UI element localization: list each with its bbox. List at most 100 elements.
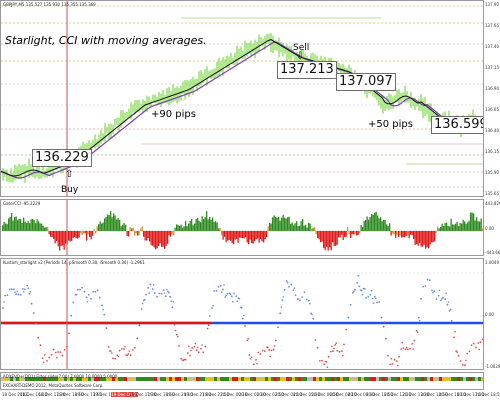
cci-histogram-bar	[284, 217, 286, 231]
cci-histogram-bar	[183, 226, 185, 231]
starlight-scale[interactable]: 1.0049 0.00 -1.0029	[484, 258, 500, 370]
cci-histogram-bar	[380, 217, 382, 231]
starlight-dot	[448, 309, 451, 312]
adx-filter-cell	[31, 377, 34, 381]
starlight-dot	[481, 338, 483, 341]
cci-histogram-bar	[405, 231, 407, 237]
cci-histogram-bar	[324, 231, 326, 251]
cci-histogram-bar	[170, 231, 172, 237]
adx-filter-cell	[304, 377, 307, 381]
adx-filter-cell	[19, 377, 22, 381]
adx-filter-pane[interactable]: ADXEVO+(DQ1) Filter slide(7.00) 7.0000 1…	[0, 372, 484, 390]
cci-histogram-bar	[261, 231, 263, 242]
adx-filter-cell	[67, 377, 70, 381]
cci-histogram-bar	[480, 218, 482, 231]
starlight-dot	[277, 326, 279, 329]
starlight-dot	[111, 352, 113, 354]
starlight-dot	[29, 290, 32, 293]
price-scale[interactable]: 137.90 137.65 137.40 137.15 136.90 136.65 136.…	[484, 0, 500, 197]
cci-histogram-bar	[104, 218, 106, 231]
cci-histogram-bar	[155, 231, 157, 250]
cci-histogram-bar	[348, 231, 350, 234]
starlight-dot	[195, 349, 198, 352]
starlight-dot	[283, 288, 286, 291]
starlight-dot	[164, 295, 167, 298]
cci-histogram-bar	[87, 231, 89, 235]
adx-filter-cell	[139, 377, 142, 381]
cci-histogram-bar	[372, 214, 374, 231]
starlight-dot	[453, 336, 455, 339]
starlight-canvas	[1, 259, 483, 369]
time-tick-label: 19 Dec 16:10	[93, 392, 120, 397]
adx-filter-cell	[364, 377, 367, 381]
cci-histogram-bar	[32, 218, 34, 231]
starlight-dot	[200, 347, 202, 350]
cci-histogram-bar	[147, 231, 149, 239]
cci-histogram-bar	[303, 225, 305, 231]
starlight-dot	[236, 300, 238, 303]
buy-signal-label: Buy	[61, 185, 79, 195]
starlight-dot	[389, 363, 392, 366]
starlight-dot	[256, 362, 258, 365]
cci-histogram-bar	[113, 213, 115, 231]
adx-filter-cell	[313, 377, 316, 381]
time-tick-label: 20 Dec 10:50	[366, 392, 393, 397]
starlight-dot	[375, 297, 377, 300]
cci-histogram-bar	[203, 218, 205, 231]
cci-histogram-bar	[35, 223, 37, 231]
cci-histogram-bar	[185, 220, 187, 231]
starlight-dot	[281, 299, 284, 302]
starlight-dot	[128, 350, 131, 352]
cci-histogram-bar	[401, 231, 403, 238]
cci-histogram-bar	[341, 231, 343, 235]
cci-histogram-pane[interactable]: GatorCCI -95.2229	[0, 199, 484, 256]
starlight-dot	[367, 296, 370, 298]
cci-histogram-bar	[318, 231, 320, 240]
time-axis[interactable]: 18 Dec 2012 18 Dec 16:10 18 Dec 17:30 18 De…	[0, 390, 500, 400]
starlight-dot	[219, 284, 222, 287]
adx-filter-cell	[409, 377, 412, 381]
adx-filter-cell	[94, 377, 97, 381]
adx-filter-cell	[46, 377, 49, 381]
starlight-dot	[269, 355, 272, 358]
starlight-dot	[129, 354, 132, 357]
starlight-dot	[201, 344, 203, 346]
starlight-dot	[54, 351, 57, 354]
cci-histogram-bar	[389, 223, 391, 231]
starlight-dot	[354, 289, 356, 291]
starlight-dot	[282, 296, 285, 298]
cci-histogram-bar	[257, 231, 259, 239]
cci-histogram-bar	[375, 211, 377, 231]
adx-filter-cell	[172, 377, 175, 381]
starlight-indicator-pane[interactable]: Kustom_starlight v2 (Periods 14, pSmooth…	[0, 258, 484, 370]
starlight-dot	[323, 363, 326, 366]
cci-histogram-bar	[365, 219, 367, 231]
adx-filter-cell	[235, 377, 238, 381]
starlight-dot	[79, 288, 81, 291]
adx-filter-cell	[100, 377, 103, 381]
cci-scale[interactable]: 443.8293 0.00 -443.6620	[484, 199, 500, 256]
cci-histogram-bar	[138, 231, 140, 236]
price-chart-pane[interactable]: GBPJPY,M5 135.527 135.930 135.355 135.36…	[0, 0, 484, 197]
cci-histogram-bar	[39, 223, 41, 231]
starlight-dot	[465, 359, 467, 362]
cci-histogram-bar	[278, 216, 280, 231]
adx-filter-cell	[88, 377, 91, 381]
cci-histogram-bar	[198, 220, 200, 231]
cci-histogram-bar	[21, 222, 23, 231]
starlight-dot	[428, 279, 431, 282]
cci-histogram-bar	[264, 231, 266, 240]
cci-histogram-bar	[393, 231, 395, 235]
cci-histogram-bar	[224, 231, 226, 237]
starlight-dot	[35, 322, 37, 325]
cci-histogram-bar	[135, 231, 137, 234]
gain-label-2: +50 pips	[368, 119, 413, 130]
adx-filter-cell	[1, 377, 4, 381]
cci-histogram-bar	[96, 226, 98, 231]
adx-filter-cell	[169, 377, 172, 381]
cci-histogram-bar	[161, 231, 163, 247]
time-tick-label: 20 Dec 14:50	[420, 392, 448, 397]
cci-histogram-bar	[180, 224, 182, 231]
adx-filter-cell	[154, 377, 157, 381]
starlight-dot	[68, 332, 70, 335]
